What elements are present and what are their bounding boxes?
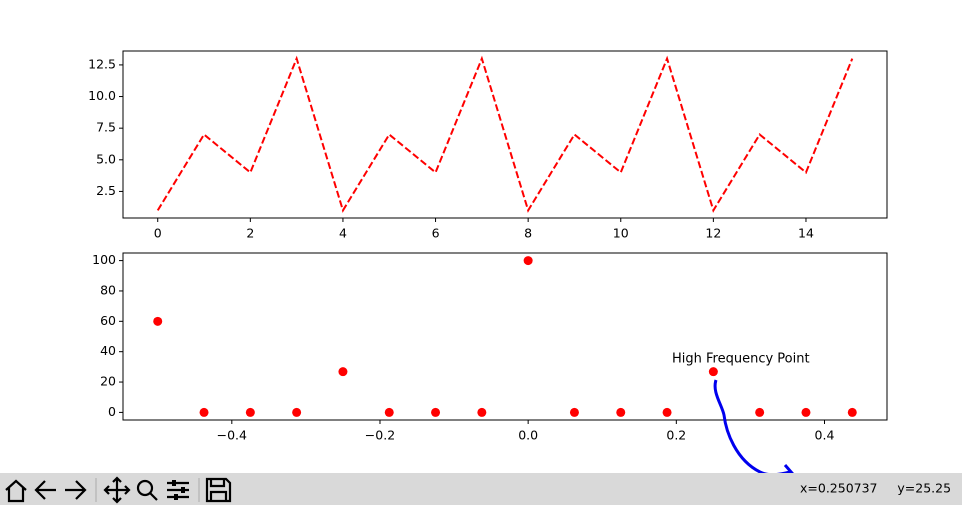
x-tick-label: 0 xyxy=(154,226,162,241)
x-tick-label: 12 xyxy=(705,226,721,241)
y-tick-label: 7.5 xyxy=(96,120,116,135)
data-line xyxy=(156,55,854,213)
y-tick-label: 5.0 xyxy=(96,151,116,166)
data-point xyxy=(755,407,765,417)
x-tick-label: 8 xyxy=(524,226,532,241)
data-point xyxy=(523,256,533,266)
data-point xyxy=(292,407,302,417)
x-tick-label: 4 xyxy=(339,226,347,241)
x-tick-label: 0.0 xyxy=(518,428,538,443)
zoom-button[interactable] xyxy=(136,479,158,501)
data-point xyxy=(245,407,255,417)
data-point xyxy=(338,367,348,377)
y-tick-label: 12.5 xyxy=(88,56,116,71)
toolbar xyxy=(0,473,962,505)
y-tick-label: 10.0 xyxy=(88,88,116,103)
data-point xyxy=(477,407,487,417)
axes-frame xyxy=(122,252,888,421)
y-tick-label: 2.5 xyxy=(96,183,116,198)
x-tick-label: −0.4 xyxy=(217,428,247,443)
data-point xyxy=(569,407,579,417)
x-tick-label: 14 xyxy=(798,226,814,241)
y-tick-label: 80 xyxy=(100,282,116,297)
x-tick-label: 6 xyxy=(432,226,440,241)
data-point xyxy=(801,407,811,417)
data-point xyxy=(708,367,718,377)
data-point xyxy=(199,407,209,417)
status-text: x=0.250737 y=25.25 xyxy=(800,481,951,496)
data-point xyxy=(384,407,394,417)
x-tick-label: −0.2 xyxy=(365,428,395,443)
data-point xyxy=(616,407,626,417)
y-tick-label: 0 xyxy=(108,404,116,419)
data-point xyxy=(847,407,857,417)
x-tick-label: 10 xyxy=(613,226,629,241)
annotation: High Frequency Point xyxy=(672,352,810,367)
back-button[interactable] xyxy=(34,480,56,500)
data-point xyxy=(431,407,441,417)
axes-frame xyxy=(122,50,888,219)
y-tick-label: 20 xyxy=(100,374,116,389)
pan-button[interactable] xyxy=(103,476,131,504)
x-tick-label: 0.2 xyxy=(666,428,686,443)
data-point xyxy=(662,407,672,417)
y-tick-label: 60 xyxy=(100,313,116,328)
configure-button[interactable] xyxy=(167,480,189,500)
x-tick-label: 0.4 xyxy=(815,428,835,443)
forward-button[interactable] xyxy=(65,480,87,500)
home-button[interactable] xyxy=(3,477,29,503)
y-tick-label: 40 xyxy=(100,343,116,358)
x-tick-label: 2 xyxy=(246,226,254,241)
data-point xyxy=(153,316,163,326)
plots: 0 2 4 6 8 10 12 14 2.5 5.0 7.5 10.0 12.5 −0.4 −0.2 0.0 0… xyxy=(88,50,888,443)
y-tick-label: 100 xyxy=(92,252,116,267)
save-button[interactable] xyxy=(205,477,232,503)
figure xyxy=(0,0,962,473)
